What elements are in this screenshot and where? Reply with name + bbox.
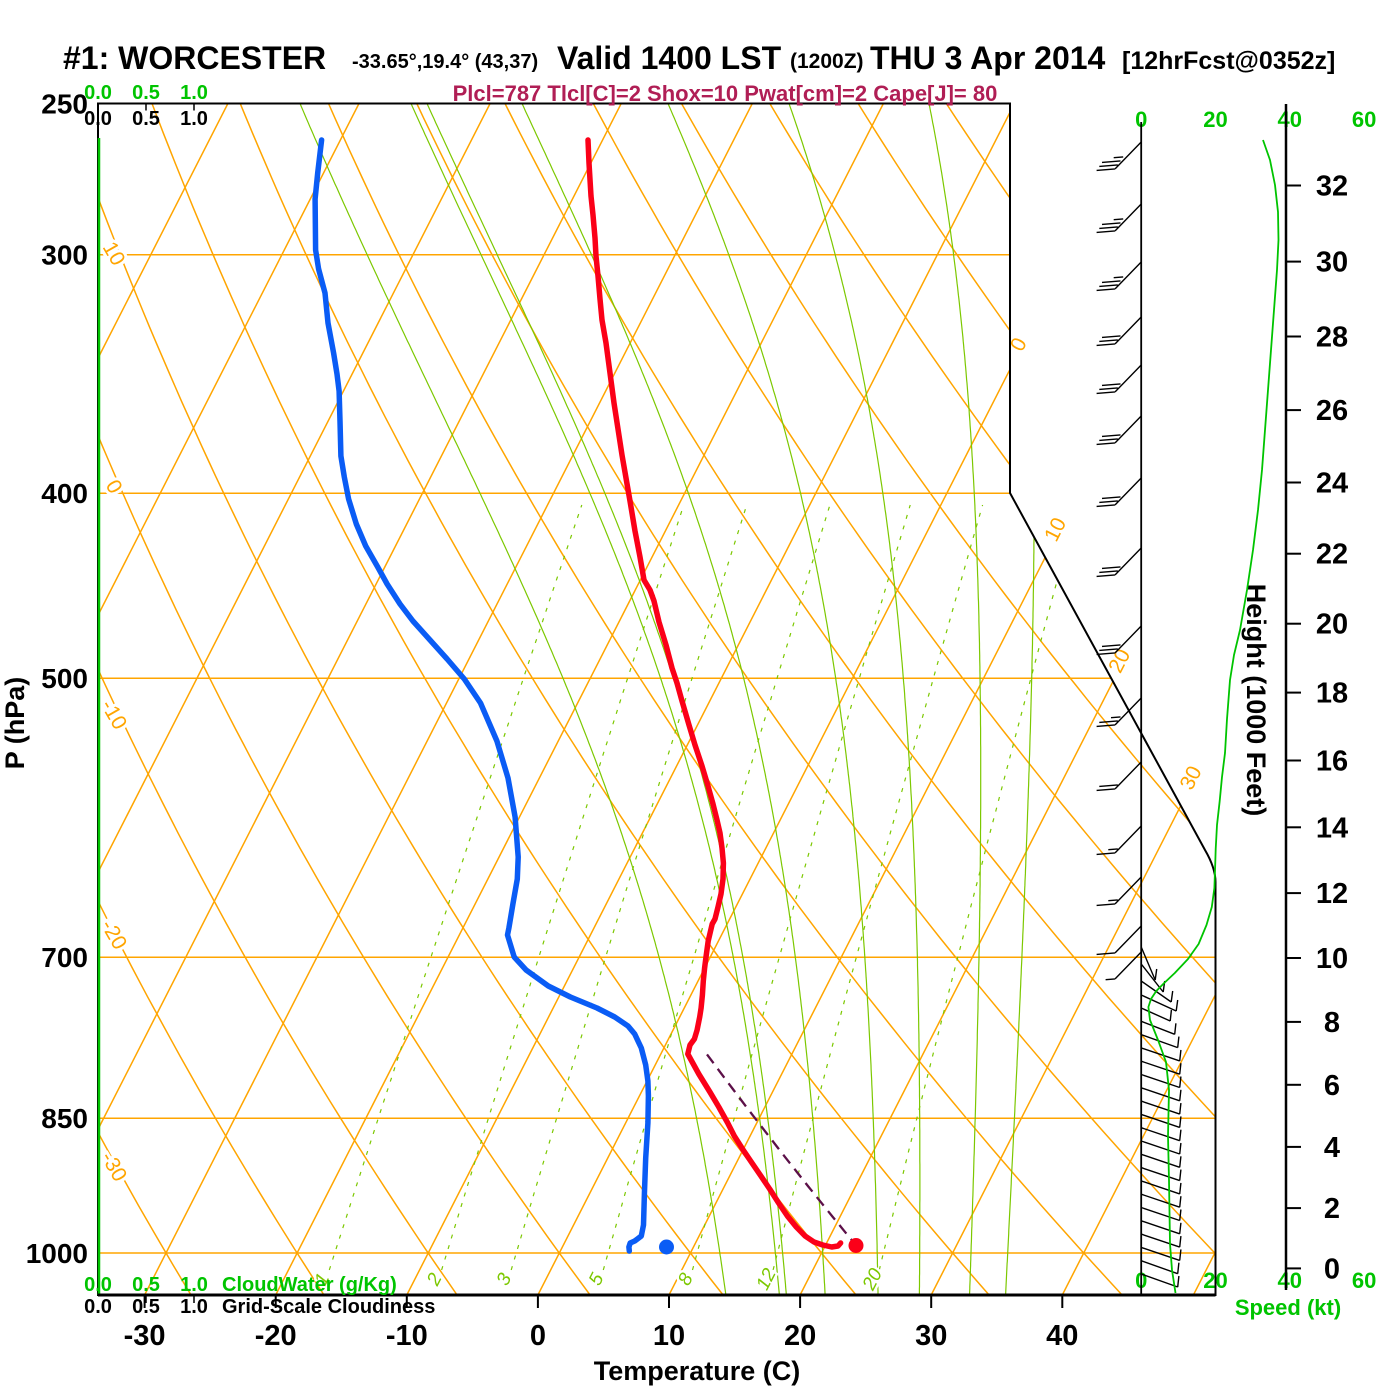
- svg-text:6: 6: [1324, 1070, 1340, 1102]
- svg-text:1.0: 1.0: [180, 108, 208, 130]
- svg-text:Height (1000 Feet): Height (1000 Feet): [1241, 584, 1271, 817]
- svg-text:250: 250: [41, 89, 88, 120]
- svg-text:24: 24: [1316, 468, 1348, 500]
- svg-text:60: 60: [1352, 107, 1376, 132]
- svg-text:0.0: 0.0: [84, 108, 112, 130]
- svg-text:8: 8: [1324, 1007, 1340, 1039]
- svg-text:1000: 1000: [26, 1238, 88, 1269]
- svg-text:#1: WORCESTER: #1: WORCESTER: [63, 40, 326, 76]
- svg-text:Temperature (C): Temperature (C): [594, 1356, 801, 1386]
- svg-text:400: 400: [41, 478, 88, 509]
- svg-text:0: 0: [530, 1320, 546, 1352]
- svg-text:300: 300: [41, 240, 88, 271]
- svg-text:30: 30: [1316, 247, 1348, 279]
- svg-text:CloudWater (g/Kg): CloudWater (g/Kg): [222, 1274, 397, 1296]
- svg-text:20: 20: [1203, 1268, 1227, 1293]
- svg-text:500: 500: [41, 663, 88, 694]
- svg-text:0.0: 0.0: [84, 1274, 112, 1296]
- svg-text:-20: -20: [255, 1320, 297, 1352]
- svg-text:12: 12: [1316, 878, 1348, 910]
- svg-text:Speed (kt): Speed (kt): [1235, 1295, 1341, 1320]
- svg-text:26: 26: [1316, 395, 1348, 427]
- svg-text:[12hrFcst@0352z]: [12hrFcst@0352z]: [1122, 47, 1335, 75]
- svg-text:16: 16: [1316, 746, 1348, 778]
- svg-text:4: 4: [1324, 1132, 1340, 1164]
- svg-text:1.0: 1.0: [180, 82, 208, 104]
- svg-text:10: 10: [653, 1320, 685, 1352]
- svg-text:18: 18: [1316, 678, 1348, 710]
- svg-text:22: 22: [1316, 539, 1348, 571]
- svg-text:0.5: 0.5: [132, 108, 160, 130]
- svg-text:0.0: 0.0: [84, 1296, 112, 1318]
- svg-text:Valid 1400 LST: Valid 1400 LST: [557, 40, 782, 76]
- svg-text:1.0: 1.0: [180, 1296, 208, 1318]
- svg-text:0: 0: [1324, 1253, 1340, 1285]
- svg-text:32: 32: [1316, 171, 1348, 203]
- svg-text:28: 28: [1316, 322, 1348, 354]
- svg-text:60: 60: [1352, 1268, 1376, 1293]
- svg-text:850: 850: [41, 1103, 88, 1134]
- svg-text:20: 20: [1203, 107, 1227, 132]
- svg-text:30: 30: [915, 1320, 947, 1352]
- svg-text:14: 14: [1316, 812, 1348, 844]
- svg-text:0.0: 0.0: [84, 82, 112, 104]
- svg-text:40: 40: [1046, 1320, 1078, 1352]
- svg-text:0: 0: [1135, 107, 1147, 132]
- svg-text:1.0: 1.0: [180, 1274, 208, 1296]
- svg-text:-10: -10: [386, 1320, 428, 1352]
- svg-text:700: 700: [41, 942, 88, 973]
- svg-text:20: 20: [784, 1320, 816, 1352]
- svg-text:P (hPa): P (hPa): [0, 677, 30, 770]
- svg-text:0.5: 0.5: [132, 1274, 160, 1296]
- svg-text:10: 10: [1316, 943, 1348, 975]
- svg-text:THU 3 Apr 2014: THU 3 Apr 2014: [870, 40, 1106, 76]
- svg-text:Plcl=787 Tlcl[C]=2 Shox=10 Pwa: Plcl=787 Tlcl[C]=2 Shox=10 Pwat[cm]=2 Ca…: [453, 81, 998, 106]
- svg-text:40: 40: [1278, 107, 1302, 132]
- svg-text:2: 2: [1324, 1193, 1340, 1225]
- svg-text:20: 20: [1316, 609, 1348, 641]
- svg-text:0.5: 0.5: [132, 82, 160, 104]
- svg-text:(1200Z): (1200Z): [790, 50, 864, 73]
- svg-text:-30: -30: [124, 1320, 166, 1352]
- svg-text:Grid-Scale Cloudiness: Grid-Scale Cloudiness: [222, 1296, 435, 1318]
- svg-text:-33.65°,19.4° (43,37): -33.65°,19.4° (43,37): [352, 51, 538, 73]
- svg-text:40: 40: [1278, 1268, 1302, 1293]
- svg-text:0.5: 0.5: [132, 1296, 160, 1318]
